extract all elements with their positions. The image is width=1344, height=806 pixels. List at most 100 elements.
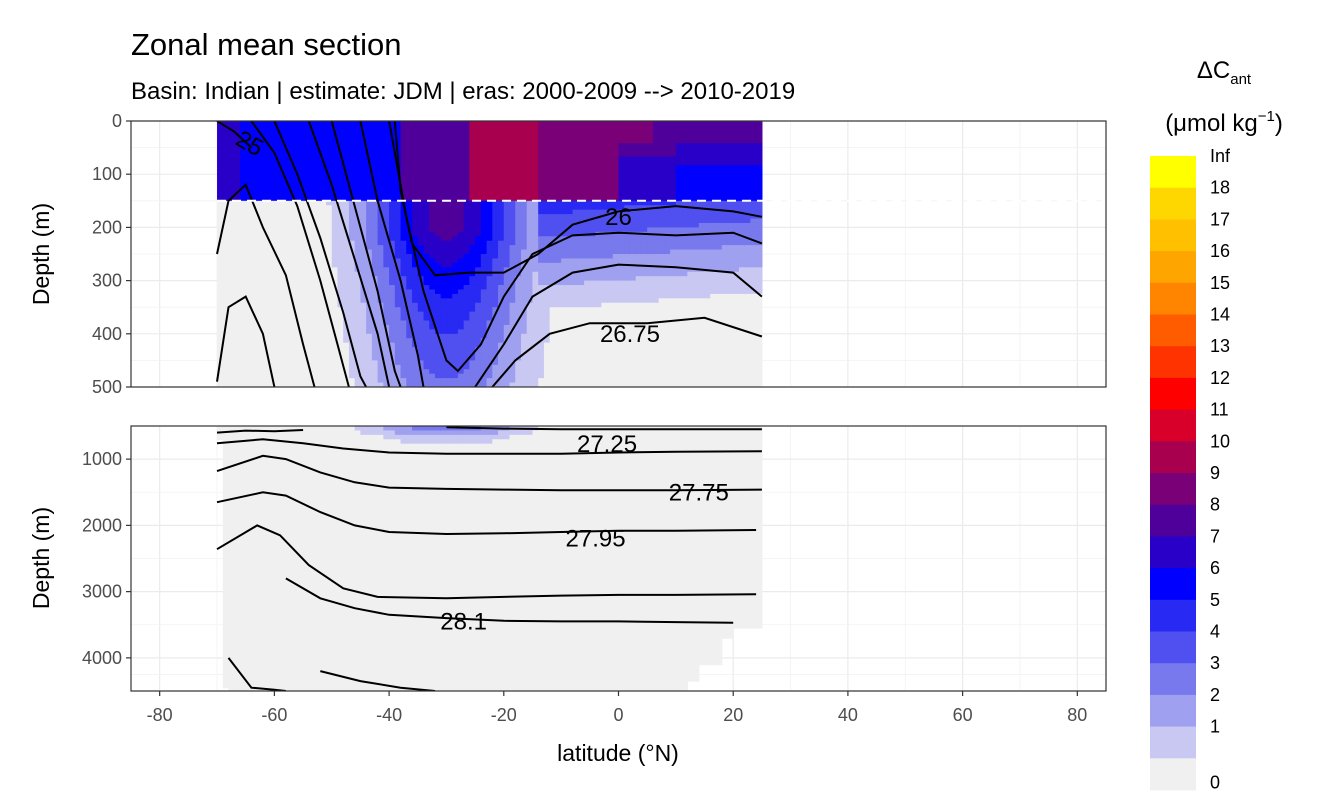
field-cell: [434, 302, 442, 308]
field-cell: [429, 338, 436, 344]
field-cell: [400, 373, 407, 379]
field-cell: [538, 218, 545, 224]
field-cell: [337, 324, 344, 330]
field-cell: [629, 351, 637, 357]
field-cell: [360, 333, 367, 339]
field-cell: [457, 205, 465, 211]
field-cell: [526, 187, 534, 193]
field-cell: [624, 134, 631, 140]
field-cell: [291, 174, 298, 180]
field-cell: [348, 373, 356, 379]
field-cell: [584, 329, 591, 335]
field-cell: [566, 347, 574, 353]
field-cell: [652, 378, 660, 384]
field-cell: [348, 324, 356, 330]
field-cell: [326, 236, 333, 242]
field-cell: [509, 196, 516, 202]
field-cell: [280, 320, 287, 326]
field-cell: [498, 311, 505, 317]
field-cell: [297, 121, 304, 127]
field-cell: [274, 134, 281, 140]
field-cell: [303, 240, 310, 246]
field-cell: [262, 187, 270, 193]
field-cell: [446, 324, 453, 330]
field-cell: [578, 200, 585, 206]
field-cell: [412, 373, 419, 379]
field-cell: [400, 183, 407, 189]
field-cell: [349, 387, 355, 392]
field-cell: [348, 338, 356, 344]
field-cell: [492, 174, 499, 180]
field-cell: [303, 222, 310, 228]
field-cell: [331, 160, 339, 166]
field-cell: [515, 240, 522, 246]
field-cell: [440, 129, 448, 135]
field-cell: [624, 382, 631, 387]
field-cell: [503, 271, 511, 277]
field-cell: [469, 152, 476, 158]
field-cell: [509, 293, 516, 299]
field-cell: [394, 302, 402, 308]
field-cell: [245, 138, 253, 144]
field-cell: [423, 369, 430, 375]
field-cell: [589, 183, 597, 189]
field-cell: [234, 143, 241, 149]
field-cell: [354, 200, 362, 206]
field-cell: [291, 262, 298, 268]
field-cell: [457, 316, 465, 322]
field-cell: [297, 231, 304, 237]
field-cell: [412, 143, 419, 149]
field-cell: [561, 156, 568, 162]
field-cell: [457, 125, 465, 131]
field-cell: [675, 293, 683, 299]
field-cell: [498, 183, 505, 189]
field-cell: [223, 387, 229, 392]
field-cell: [498, 360, 505, 366]
field-cell: [239, 289, 247, 295]
field-cell: [498, 333, 505, 339]
field-cell: [446, 351, 453, 357]
field-cell: [629, 271, 637, 277]
field-cell: [480, 156, 488, 162]
field-cell: [394, 187, 402, 193]
field-cell: [589, 258, 597, 264]
field-cell: [331, 147, 339, 153]
field-cell: [262, 369, 270, 375]
field-cell: [400, 121, 407, 127]
field-cell: [389, 342, 396, 348]
field-cell: [394, 289, 402, 295]
field-cell: [217, 329, 224, 335]
field-cell: [601, 125, 608, 131]
field-cell: [285, 271, 293, 277]
field-cell: [463, 134, 470, 140]
field-cell: [664, 280, 671, 286]
field-cell: [538, 227, 545, 233]
field-cell: [629, 307, 637, 313]
field-cell: [280, 214, 287, 220]
field-cell: [285, 378, 293, 384]
field-cell: [326, 209, 333, 215]
field-cell: [566, 293, 574, 299]
field-cell: [423, 351, 430, 357]
field-cell: [515, 152, 522, 158]
field-cell: [251, 236, 258, 242]
field-cell: [406, 369, 413, 375]
field-cell: [635, 174, 643, 180]
field-cell: [337, 178, 344, 184]
field-cell: [274, 191, 281, 197]
field-cell: [280, 285, 287, 291]
field-cell: [406, 134, 413, 140]
field-cell: [291, 293, 298, 299]
field-cell: [217, 254, 224, 260]
field-cell: [423, 338, 430, 344]
field-cell: [612, 214, 620, 220]
field-cell: [228, 121, 235, 127]
field-cell: [486, 191, 493, 197]
field-cell: [331, 218, 339, 224]
field-cell: [601, 174, 608, 180]
field-cell: [245, 209, 253, 215]
field-cell: [371, 227, 379, 233]
field-cell: [452, 311, 459, 317]
field-cell: [457, 165, 465, 171]
field-cell: [222, 227, 230, 233]
